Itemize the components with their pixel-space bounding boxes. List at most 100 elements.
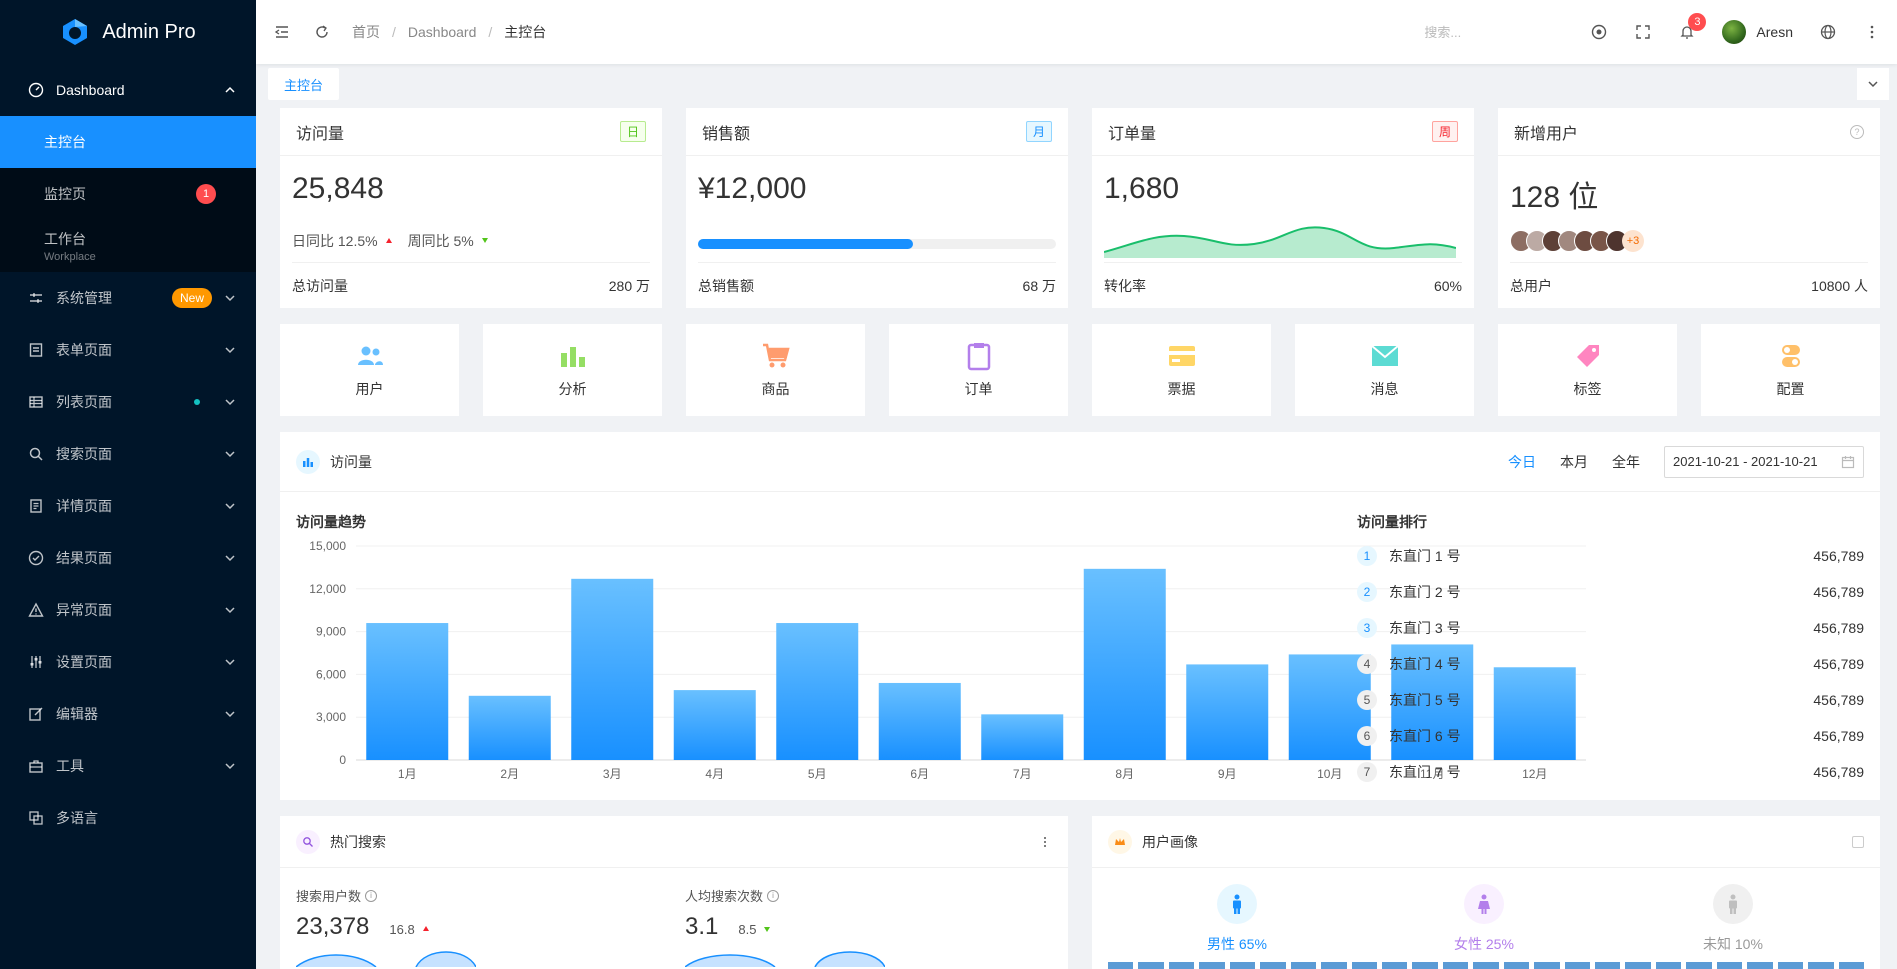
bar[interactable]	[878, 682, 961, 760]
rank-name: 东直门 6 号	[1389, 728, 1461, 744]
sidebar-item-i18n[interactable]: 多语言	[0, 792, 256, 844]
sidebar-item-label: 多语言	[56, 810, 98, 826]
breadcrumb-home[interactable]: 首页	[352, 24, 380, 40]
sidebar-item-settings[interactable]: 设置页面	[0, 636, 256, 688]
gender-unknown: 未知 10%	[1703, 884, 1763, 954]
globe-icon[interactable]	[1819, 23, 1837, 41]
date-range-picker[interactable]: 2021-10-21 - 2021-10-21	[1664, 445, 1864, 478]
bar[interactable]	[1083, 568, 1166, 760]
quick-nav-users[interactable]: 用户	[280, 324, 459, 416]
bar[interactable]	[776, 623, 859, 760]
refresh-icon[interactable]	[312, 22, 332, 42]
stat-foot-value: 280 万	[608, 277, 650, 294]
user-menu[interactable]: Aresn	[1722, 20, 1793, 44]
settings-sliders-icon	[28, 654, 44, 670]
more-vertical-icon[interactable]	[1863, 23, 1881, 41]
bar[interactable]	[981, 714, 1064, 760]
help-icon[interactable]: ?	[1850, 124, 1864, 139]
bar[interactable]	[366, 623, 449, 760]
quick-nav-label: 标签	[1573, 381, 1602, 397]
bar[interactable]	[1288, 654, 1371, 760]
quick-nav-config[interactable]: 配置	[1701, 324, 1880, 416]
info-icon[interactable]: i	[365, 889, 378, 902]
header-actions: 3 Aresn	[1424, 13, 1881, 44]
gender-bar	[1442, 962, 1469, 969]
rank-row: 1 东直门 1 号 456,789	[1357, 546, 1864, 566]
chevron-down-icon	[225, 451, 235, 458]
more-vertical-icon[interactable]	[1038, 835, 1052, 849]
tab-console[interactable]: 主控台	[268, 68, 340, 100]
period-tag: 日	[619, 121, 646, 142]
sidebar-subitem-workplace[interactable]: 工作台 Workplace	[0, 220, 256, 272]
bar[interactable]	[1186, 664, 1269, 760]
sidebar-item-search[interactable]: 搜索页面	[0, 428, 256, 480]
quick-nav-messages[interactable]: 消息	[1295, 324, 1474, 416]
bar[interactable]	[571, 578, 654, 760]
x-tick-label: 3月	[603, 767, 622, 781]
form-icon	[28, 342, 44, 358]
metric-change-value: 16.8	[389, 922, 415, 937]
y-tick-label: 12,000	[309, 582, 346, 596]
breadcrumb-dashboard[interactable]: Dashboard	[407, 24, 477, 40]
sidebar-item-label: 搜索页面	[56, 446, 112, 462]
metric-sparkline	[296, 951, 476, 967]
bar[interactable]	[468, 695, 551, 760]
sidebar-subitem-console[interactable]: 主控台	[0, 116, 256, 168]
notification-bell-icon[interactable]: 3	[1678, 13, 1707, 41]
export-icon[interactable]	[1852, 835, 1864, 848]
x-tick-label: 11月	[1420, 767, 1444, 781]
stat-value: 25,848	[292, 172, 384, 205]
stat-card-sales: 销售额 月 ¥12,000 总销售额 68 万	[686, 108, 1068, 308]
sidebar-item-detail[interactable]: 详情页面	[0, 480, 256, 532]
stat-card-orders: 订单量 周 1,680 转化率 60%	[1092, 108, 1474, 308]
bar[interactable]	[673, 690, 756, 760]
rank-row: 7 东直门 7 号 456,789	[1357, 762, 1864, 782]
sidebar-item-system[interactable]: 系统管理 New	[0, 272, 256, 324]
menu-fold-icon[interactable]	[272, 22, 292, 42]
quick-nav-analysis[interactable]: 分析	[483, 324, 662, 416]
quick-nav-label: 票据	[1167, 381, 1196, 397]
stat-value: 1,680	[1104, 172, 1180, 205]
range-month[interactable]: 本月	[1560, 453, 1588, 470]
github-icon[interactable]	[1590, 23, 1608, 41]
search-icon	[296, 829, 320, 854]
x-tick-label: 2月	[500, 767, 519, 781]
users-icon	[357, 346, 383, 365]
sidebar-item-dashboard[interactable]: Dashboard	[0, 64, 256, 116]
monitor-badge: 1	[196, 184, 216, 204]
new-badge: New	[171, 288, 212, 308]
gender-male: 男性 65%	[1207, 884, 1267, 954]
info-icon[interactable]: i	[767, 889, 780, 902]
more-avatars[interactable]: +3	[1622, 230, 1644, 252]
sidebar-subitem-monitor[interactable]: 监控页 1	[0, 168, 256, 220]
breadcrumb-separator: /	[488, 24, 493, 40]
dashboard-icon	[28, 82, 44, 98]
date-range-value: 2021-10-21 - 2021-10-21	[1673, 454, 1818, 469]
range-today[interactable]: 今日	[1508, 453, 1536, 470]
sidebar-item-form[interactable]: 表单页面	[0, 324, 256, 376]
fullscreen-icon[interactable]	[1634, 23, 1652, 41]
sidebar-item-list[interactable]: 列表页面	[0, 376, 256, 428]
sidebar-item-tools[interactable]: 工具	[0, 740, 256, 792]
quick-nav-orders[interactable]: 订单	[889, 324, 1068, 416]
bar[interactable]	[1493, 667, 1576, 760]
chevron-up-icon	[225, 86, 235, 93]
rank-number: 6	[1357, 726, 1377, 746]
range-year[interactable]: 全年	[1612, 453, 1640, 470]
visits-panel: 访问量 今日 本月 全年 2021-10-21 - 2021-10-21 访问量…	[280, 432, 1880, 800]
stat-progress	[686, 220, 1068, 262]
search-input[interactable]	[1424, 24, 1565, 40]
sidebar-item-exception[interactable]: 异常页面	[0, 584, 256, 636]
quick-nav-bills[interactable]: 票据	[1092, 324, 1271, 416]
tab-menu-button[interactable]	[1857, 68, 1889, 100]
sidebar-item-editor[interactable]: 编辑器	[0, 688, 256, 740]
trend-up-icon	[385, 237, 392, 243]
bar[interactable]	[1391, 644, 1474, 760]
period-tag: 周	[1431, 121, 1458, 142]
quick-nav-tags[interactable]: 标签	[1498, 324, 1677, 416]
sidebar-item-result[interactable]: 结果页面	[0, 532, 256, 584]
logo[interactable]: Admin Pro	[0, 0, 256, 64]
metric-search-avg: 人均搜索次数 i 3.1 8.5	[685, 886, 885, 967]
stat-foot-label: 总访问量	[292, 277, 348, 294]
quick-nav-products[interactable]: 商品	[686, 324, 865, 416]
